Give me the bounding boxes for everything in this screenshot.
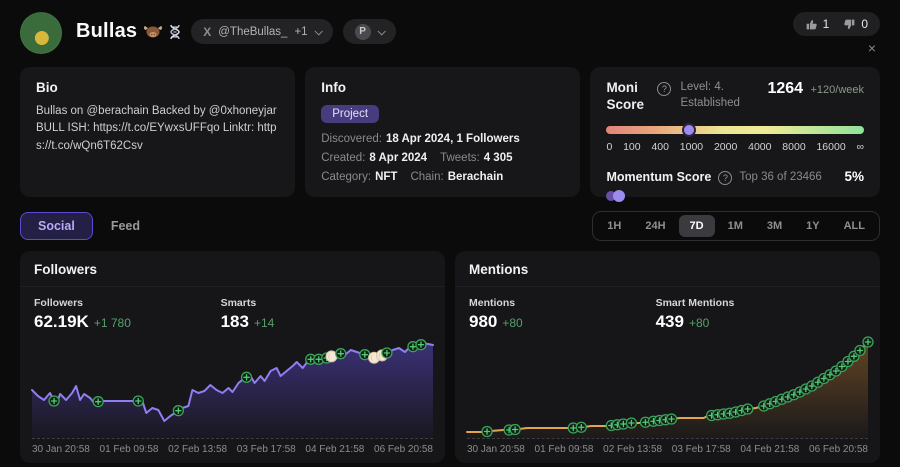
tabs-row: Social Feed 1H 24H 7D 1M 3M 1Y ALL: [0, 197, 900, 241]
avatar: [20, 12, 62, 54]
momentum-score-label: Momentum Score: [606, 169, 712, 184]
mentions-x-axis: 30 Jan 20:58 01 Feb 09:58 02 Feb 13:58 0…: [467, 438, 868, 455]
followers-chart-title: Followers: [20, 251, 445, 287]
moni-score-title: Moni Score: [606, 80, 644, 112]
x-tick: 04 Feb 21:58: [740, 444, 800, 455]
followers-chart[interactable]: [31, 338, 434, 438]
momentum-dot-back: [606, 190, 617, 201]
range-24h[interactable]: 24H: [645, 220, 666, 232]
followers-x-axis: 30 Jan 20:58 01 Feb 09:58 02 Feb 13:58 0…: [32, 438, 433, 455]
bio-card: Bio Bullas on @berachain Backed by @0xho…: [20, 67, 296, 197]
x-handle-label: @TheBullas_: [218, 25, 288, 38]
mentions-chart[interactable]: [466, 336, 874, 438]
dislike-count: 0: [861, 17, 868, 31]
scale-tick: 8000: [782, 140, 806, 153]
moni-score-slider: [606, 122, 864, 137]
scale-tick: 4000: [748, 140, 772, 153]
info-cards-row: Bio Bullas on @berachain Backed by @0xho…: [0, 55, 900, 202]
info-title: Info: [321, 80, 346, 95]
moni-score-card: Moni Score ? Level: 4. Established 1264 …: [590, 67, 880, 202]
range-3m[interactable]: 3M: [766, 220, 783, 232]
thumbs-up-icon: [806, 19, 817, 29]
profile-header: Bullas X @TheBullas_ +1 P: [0, 0, 900, 55]
upvote-button[interactable]: 1: [805, 17, 830, 31]
momentum-dot-front: [613, 189, 626, 202]
x-tick: 04 Feb 21:58: [305, 444, 365, 455]
mentions-chart-title: Mentions: [455, 251, 880, 287]
chevron-down-icon: [314, 26, 323, 36]
scale-tick: 16000: [816, 140, 846, 153]
chevron-down-icon: [377, 26, 386, 36]
x-tick: 01 Feb 09:58: [99, 444, 159, 455]
page-title-text: Bullas: [76, 20, 138, 42]
stat-smart-mentions: Smart Mentions 439 +80: [655, 297, 735, 331]
x-tick: 30 Jan 20:58: [32, 444, 90, 455]
stat-followers: Followers 62.19K +1 780: [34, 297, 131, 331]
range-7d[interactable]: 7D: [678, 215, 715, 237]
scale-tick: 0: [606, 140, 613, 153]
close-icon[interactable]: ×: [867, 40, 876, 56]
help-icon[interactable]: ?: [718, 170, 733, 185]
downvote-button[interactable]: 0: [843, 17, 868, 31]
bio-text: Bullas on @berachain Backed by @0xhoneyj…: [36, 105, 277, 152]
time-range-selector: 1H 24H 7D 1M 3M 1Y ALL: [592, 211, 880, 241]
tab-feed[interactable]: Feed: [110, 219, 141, 233]
moni-slider-thumb: [681, 122, 696, 137]
platform-icon: P: [354, 23, 371, 40]
momentum-indicator: [606, 189, 864, 202]
dna-icon: [170, 24, 180, 39]
moni-score-value: 1264: [767, 80, 804, 97]
info-field-discovered: Discovered: 18 Apr 2024, 1 Followers: [321, 133, 520, 145]
momentum-percent: 5%: [844, 169, 864, 185]
x-tick: 30 Jan 20:58: [467, 444, 525, 455]
scale-tick: 400: [651, 140, 669, 153]
stat-smarts: Smarts 183 +14: [220, 297, 275, 331]
x-tick: 02 Feb 13:58: [168, 444, 228, 455]
stat-mentions: Mentions 980 +80: [469, 297, 523, 331]
moni-weekly-delta: +120/week: [810, 84, 864, 96]
moni-level-text: Level: 4. Established: [680, 81, 740, 109]
range-all[interactable]: ALL: [843, 220, 865, 232]
scale-tick-infinity: ∞: [856, 140, 864, 153]
scale-tick: 100: [623, 140, 641, 153]
charts-row: Followers Followers 62.19K +1 780 Smarts …: [0, 241, 900, 463]
range-1y[interactable]: 1Y: [806, 220, 820, 232]
x-tick: 06 Feb 20:58: [374, 444, 433, 455]
project-badge: Project: [321, 105, 380, 123]
vote-pill: 1 0: [792, 12, 880, 36]
info-field-chain: Chain: Berachain: [410, 171, 504, 183]
followers-chart-card: Followers Followers 62.19K +1 780 Smarts …: [20, 251, 445, 463]
x-handle-dropdown[interactable]: X @TheBullas_ +1: [191, 19, 333, 44]
scale-tick: 1000: [679, 140, 704, 153]
range-1h[interactable]: 1H: [607, 220, 622, 232]
page-title: Bullas: [76, 20, 181, 43]
x-tick: 03 Feb 17:58: [671, 444, 731, 455]
info-fields: Discovered: 18 Apr 2024, 1 Followers Crea…: [321, 133, 564, 183]
platform-dropdown[interactable]: P: [342, 19, 396, 44]
x-handle-extra: +1: [294, 25, 308, 38]
moni-scale: 0 100 400 1000 2000 4000 8000 16000 ∞: [606, 141, 864, 153]
scale-tick: 2000: [713, 140, 738, 153]
tab-social[interactable]: Social: [20, 212, 93, 240]
range-1m[interactable]: 1M: [727, 220, 743, 232]
x-logo-icon: X: [203, 24, 212, 39]
help-icon[interactable]: ?: [657, 82, 672, 96]
x-tick: 06 Feb 20:58: [809, 444, 868, 455]
momentum-rank: Top 36 of 23466: [739, 170, 822, 183]
bio-title: Bio: [36, 80, 58, 95]
thumbs-down-icon: [844, 19, 855, 29]
x-tick: 02 Feb 13:58: [603, 444, 663, 455]
ox-icon: [144, 26, 163, 38]
info-field-created: Created: 8 Apr 2024: [321, 152, 428, 164]
mentions-chart-card: Mentions Mentions 980 +80 Smart Mentions …: [455, 251, 880, 463]
like-count: 1: [822, 17, 830, 31]
x-tick: 01 Feb 09:58: [534, 444, 594, 455]
info-field-category: Category: NFT: [321, 171, 398, 183]
info-card: Info Project Discovered: 18 Apr 2024, 1 F…: [305, 67, 581, 197]
x-tick: 03 Feb 17:58: [236, 444, 296, 455]
info-field-tweets: Tweets: 4 305: [440, 152, 513, 164]
